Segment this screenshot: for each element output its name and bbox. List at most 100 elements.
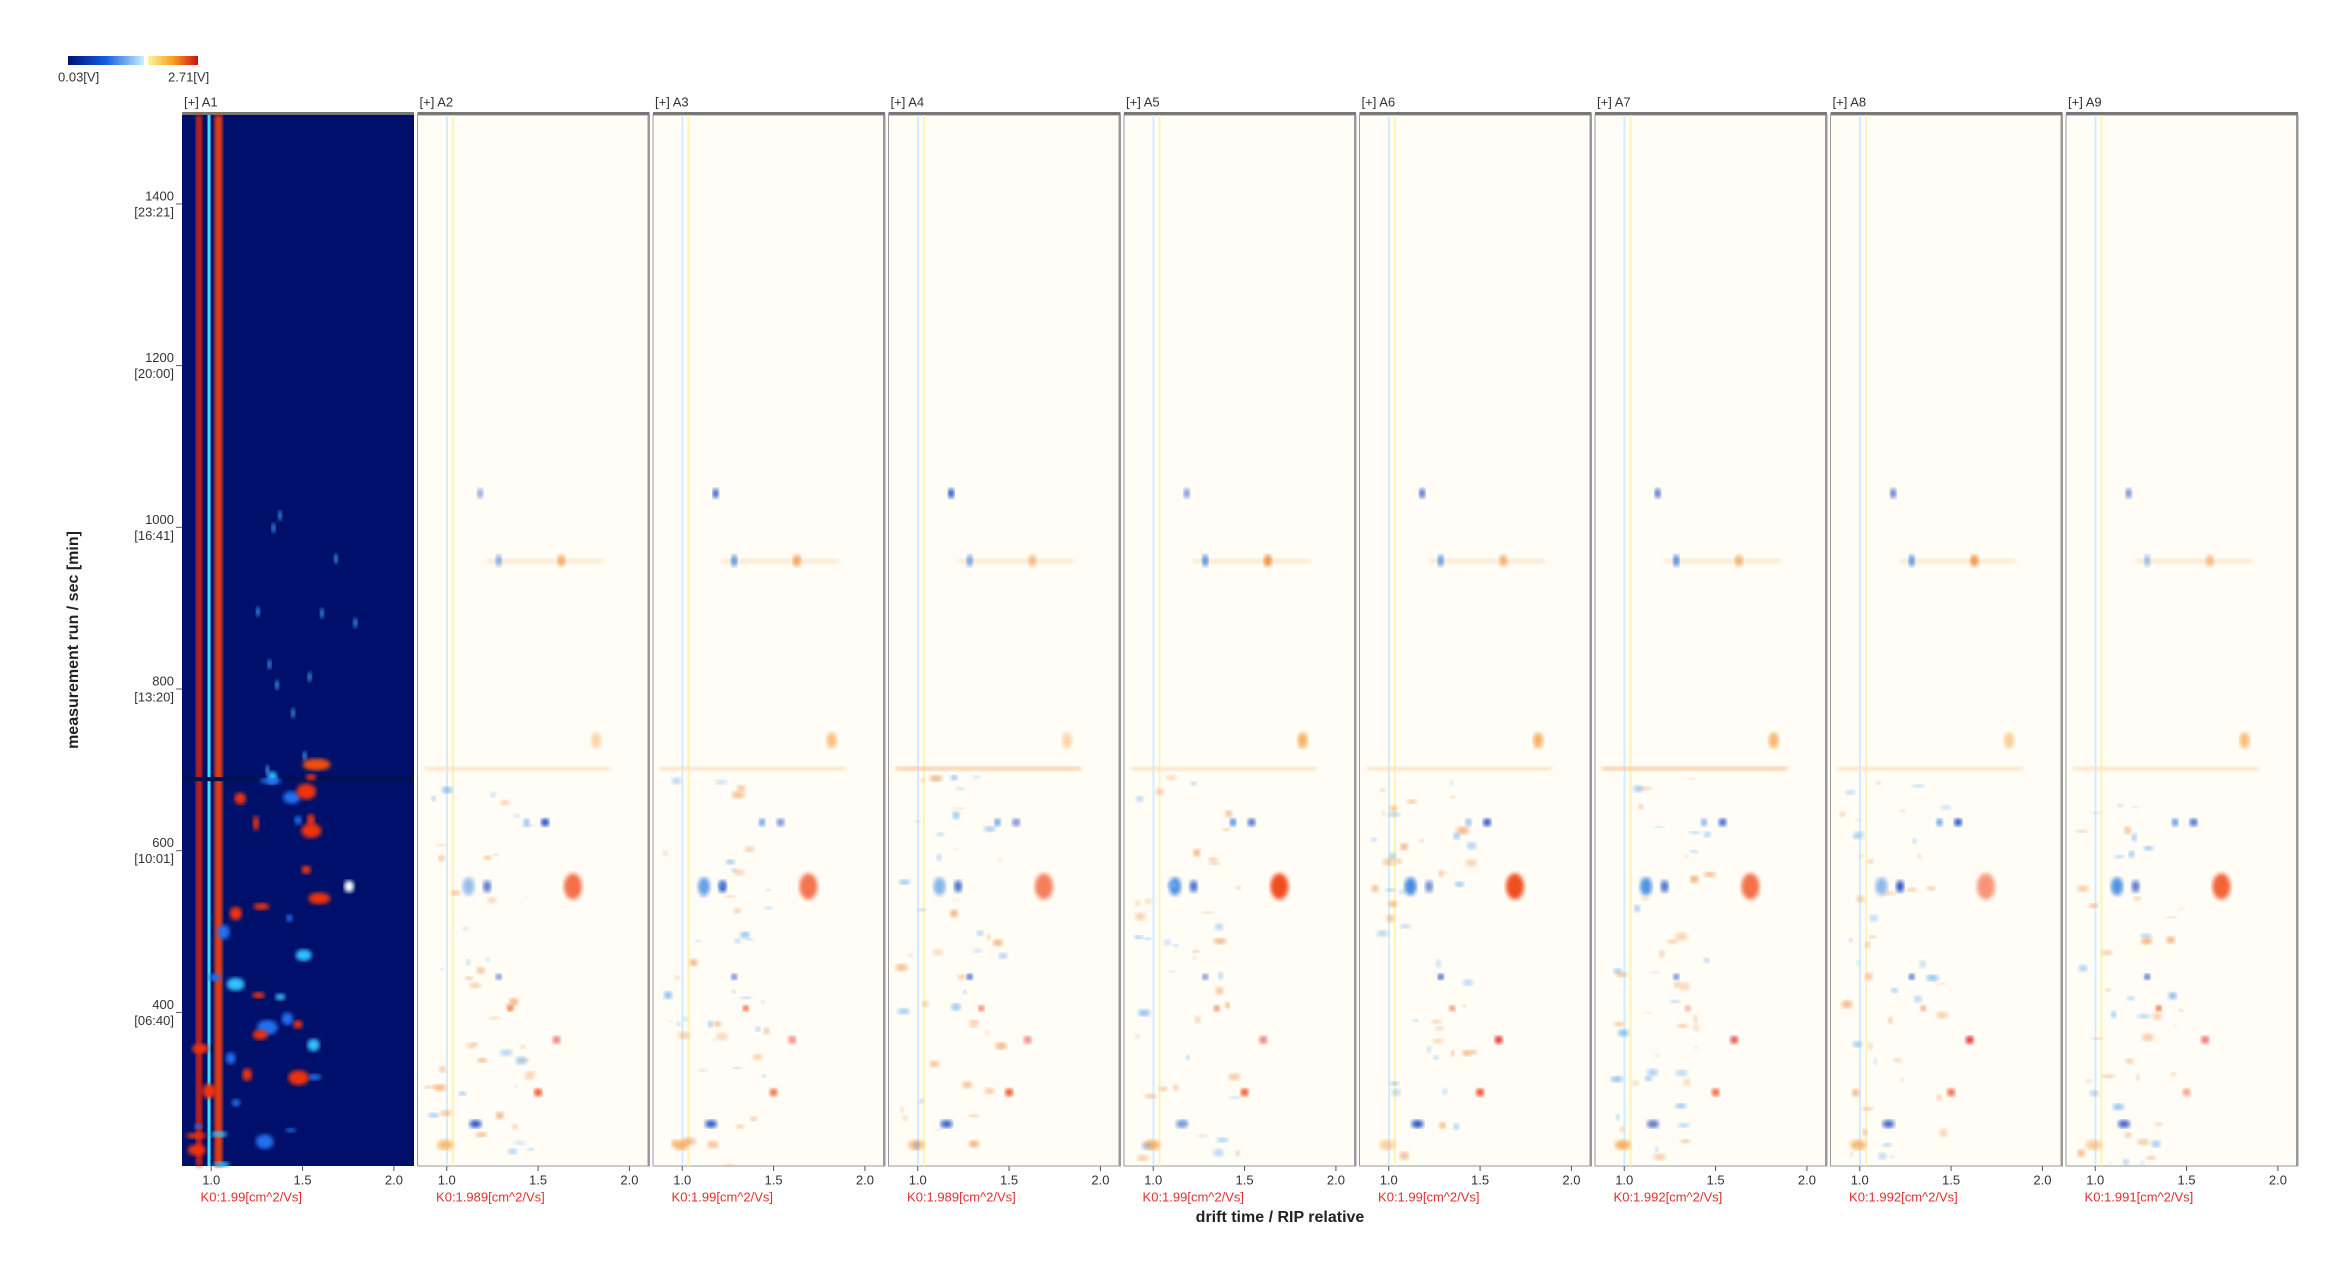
spot: [1673, 973, 1680, 980]
speck: [1443, 871, 1449, 875]
k0-label: K0:1.99[cm^2/Vs]: [1378, 1189, 1479, 1204]
panel-label: [+] A5: [1126, 94, 1160, 109]
speck: [1391, 1089, 1401, 1097]
panel-top-bar: [653, 112, 885, 115]
speck: [898, 879, 911, 885]
speck: [2102, 1074, 2116, 1079]
spot: [186, 1132, 207, 1139]
speck: [1134, 935, 1144, 939]
spot: [776, 818, 785, 827]
speck: [1659, 950, 1665, 958]
panel-background: [417, 114, 650, 1167]
speck: [993, 939, 1003, 947]
speck: [662, 850, 668, 857]
speck: [1185, 1055, 1190, 1060]
spot: [591, 732, 602, 749]
speck: [1155, 788, 1164, 795]
speck: [1158, 1086, 1168, 1092]
speck: [476, 967, 486, 974]
speck: [683, 1137, 696, 1146]
x-tick-label: 2.0: [1562, 1172, 1580, 1187]
y-tick-time: [10:01]: [134, 851, 174, 866]
spot: [731, 973, 738, 980]
streak: [2072, 766, 2259, 771]
speck: [433, 1084, 447, 1092]
spot: [194, 1123, 203, 1129]
speck: [674, 975, 680, 980]
speck: [1703, 958, 1710, 963]
speck: [1868, 935, 1877, 939]
speck: [1917, 854, 1922, 859]
panel-top-bar: [1124, 112, 1356, 115]
speck: [2101, 950, 2113, 956]
spot: [1449, 1005, 1456, 1012]
speck: [1633, 785, 1644, 793]
speck: [914, 1141, 920, 1149]
speck: [2077, 1149, 2086, 1158]
speck: [1936, 1094, 1942, 1101]
speck: [733, 908, 741, 914]
speck: [897, 1008, 910, 1015]
speck: [1435, 959, 1442, 968]
speck: [1208, 857, 1218, 862]
spot: [1768, 732, 1779, 749]
speck: [436, 844, 446, 847]
speck: [715, 1032, 728, 1041]
speck: [1703, 831, 1711, 838]
speck: [1693, 1015, 1698, 1024]
speck: [766, 888, 771, 892]
spot: [483, 880, 492, 893]
speck: [1873, 1058, 1878, 1065]
rip-line: [195, 115, 202, 1166]
rip-line: [1858, 115, 1861, 1166]
spot: [302, 758, 331, 771]
speck: [1841, 1000, 1853, 1009]
speck: [1450, 1050, 1455, 1057]
panel-background: [1830, 114, 2063, 1167]
speck: [1216, 1137, 1229, 1143]
speck: [724, 895, 736, 898]
speck: [1862, 1128, 1868, 1137]
speck: [451, 890, 461, 896]
spot: [1240, 1088, 1249, 1097]
spot: [1499, 554, 1508, 567]
speck: [962, 990, 967, 995]
spot: [2172, 818, 2179, 827]
panel-right-bar: [1118, 115, 1121, 1166]
spot: [2182, 1088, 2191, 1097]
spot: [1533, 732, 1544, 749]
spot: [271, 523, 276, 534]
speck: [477, 1058, 488, 1063]
speck: [499, 1049, 513, 1056]
speck: [1653, 1153, 1666, 1161]
speck: [1145, 898, 1153, 904]
dark-band: [182, 777, 414, 782]
streak: [1601, 766, 1788, 771]
speck: [1613, 968, 1623, 974]
spot: [966, 973, 973, 980]
speck: [439, 1066, 446, 1073]
panel: [+] A2 1.0 1.5 2.0 K0:1.989[cm^2/Vs]: [417, 94, 650, 1204]
speck: [1936, 1011, 1949, 1019]
x-tick-label: 1.5: [294, 1172, 312, 1187]
speck: [919, 1099, 924, 1104]
spot: [333, 553, 338, 564]
spot: [208, 973, 221, 982]
speck: [1453, 1123, 1460, 1130]
speck: [1386, 914, 1395, 923]
spot: [1005, 1088, 1014, 1097]
speck: [1208, 862, 1221, 866]
speck: [2114, 854, 2125, 859]
k0-label: K0:1.99[cm^2/Vs]: [1143, 1189, 1244, 1204]
speck: [916, 908, 927, 911]
panel-right-bar: [883, 115, 885, 1166]
speck: [973, 775, 981, 779]
speck: [1865, 941, 1871, 948]
speck: [1218, 972, 1223, 980]
spot: [1034, 873, 1053, 900]
speck: [968, 1140, 980, 1148]
x-tick-label: 1.0: [1851, 1172, 1869, 1187]
streak: [958, 558, 1075, 564]
speck: [936, 854, 942, 862]
speck: [2154, 1122, 2163, 1127]
